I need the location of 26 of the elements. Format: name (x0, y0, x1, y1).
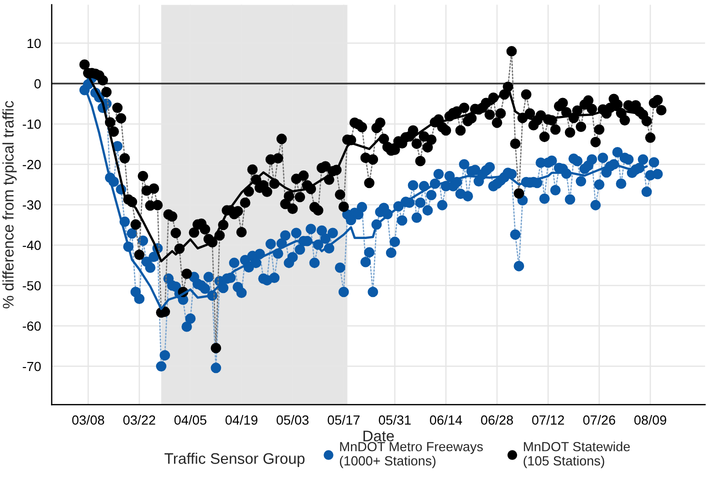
y-tick-label: -20 (22, 160, 41, 170)
y-tick-label: -50 (22, 281, 41, 290)
y-tick-label: -40 (22, 240, 41, 250)
legend-label: MnDOT Metro Freeways (1000+ Stations) (340, 442, 483, 468)
y-tick-label: 10 (28, 38, 41, 48)
x-tick-label: 03/08 (72, 415, 104, 425)
x-tick-label: 06/28 (481, 415, 513, 425)
x-tick-label: 05/03 (276, 415, 309, 425)
x-tick-label: 08/09 (634, 415, 666, 425)
x-tick-label: 04/05 (174, 415, 206, 425)
y-axis-title: % difference from typical traffic (2, 100, 17, 308)
y-tick-label: -60 (22, 321, 41, 331)
y-tick-label: -70 (22, 362, 41, 372)
legend-label: MnDOT Statewide (105 Stations) (524, 442, 630, 468)
legend-title: Traffic Sensor Group (164, 452, 305, 467)
y-tick-label: -10 (22, 120, 41, 129)
x-tick-label: 05/31 (378, 415, 411, 425)
x-axis-title: Date (364, 430, 394, 442)
x-tick-label: 07/26 (583, 415, 616, 425)
y-tick-label: -30 (22, 200, 41, 210)
x-tick-label: 07/12 (532, 415, 564, 425)
x-tick-label: 04/19 (226, 415, 258, 425)
x-tick-label: 05/17 (328, 415, 360, 425)
y-tick-label: 0 (34, 79, 41, 88)
x-tick-label: 03/22 (123, 415, 156, 425)
x-tick-label: 06/14 (430, 415, 462, 425)
